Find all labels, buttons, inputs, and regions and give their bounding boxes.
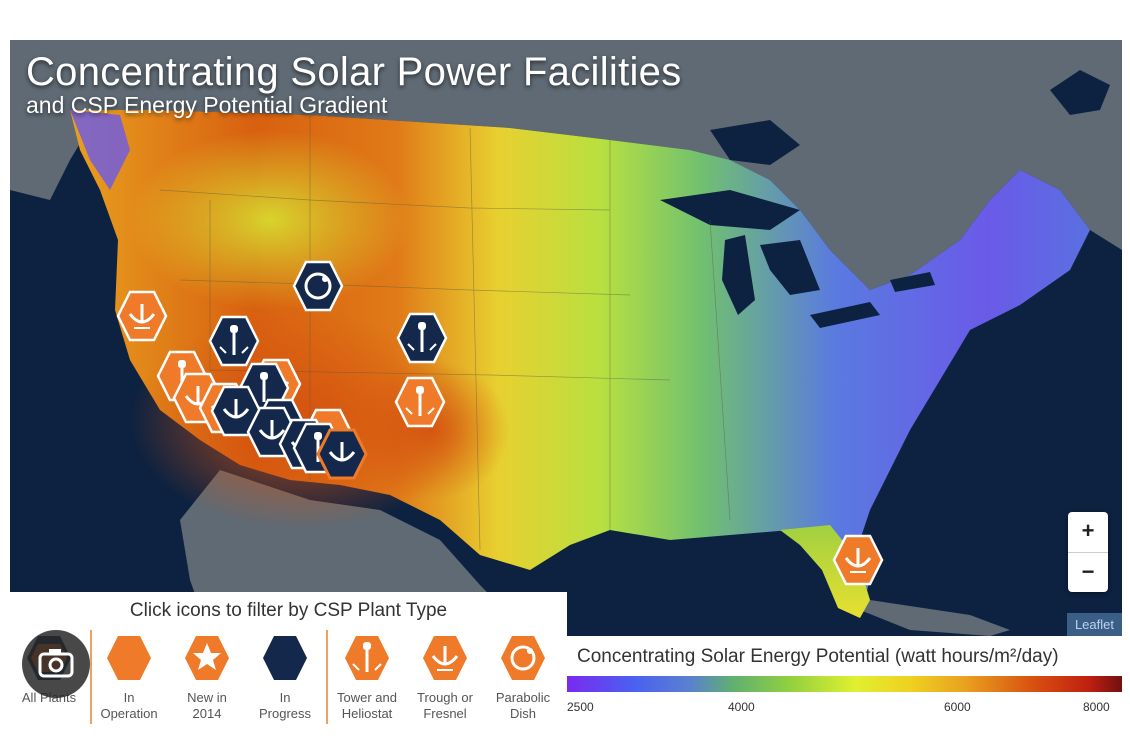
legend-tick: 4000 xyxy=(728,700,755,714)
legend-tick: 6000 xyxy=(944,700,971,714)
filter-label: Operation xyxy=(100,706,158,721)
filter-label: Fresnel xyxy=(423,706,467,721)
map-subtitle: and CSP Energy Potential Gradient xyxy=(26,92,388,118)
legend-tick: 2500 xyxy=(567,700,594,714)
filter-label: Trough or xyxy=(417,690,473,705)
zoom-out-button[interactable]: − xyxy=(1081,559,1095,584)
filter-parabolic-dish[interactable]: Parabolic Dish xyxy=(486,634,560,722)
legend-title: Concentrating Solar Energy Potential (wa… xyxy=(577,646,1059,667)
filter-in-operation[interactable]: In Operation xyxy=(92,634,166,722)
leaflet-attribution-link[interactable]: Leaflet xyxy=(1066,613,1122,636)
zoom-in-button[interactable]: + xyxy=(1068,512,1108,553)
filter-label: 2014 xyxy=(192,706,222,721)
map-view[interactable]: Concentrating Solar Power Facilities and… xyxy=(10,40,1122,636)
tower-plant-in-progress-marker[interactable] xyxy=(208,315,260,367)
filter-label: In xyxy=(279,690,291,705)
legend-color-scale xyxy=(567,676,1122,692)
filter-label: Progress xyxy=(258,706,312,721)
tower-plant-in-operation-marker[interactable] xyxy=(394,376,446,428)
filter-label: New in xyxy=(187,690,227,705)
filter-label: Dish xyxy=(509,706,536,721)
camera-overlay-icon xyxy=(22,630,90,698)
filter-label: In xyxy=(123,690,135,705)
map-title: Concentrating Solar Power Facilities xyxy=(26,50,682,94)
tower-plant-in-progress-marker[interactable] xyxy=(396,312,448,364)
filter-label: Heliostat xyxy=(341,706,393,721)
trough-plant-in-progress-marker[interactable] xyxy=(316,428,368,480)
filter-tower-and-heliostat[interactable]: Tower and Heliostat xyxy=(330,634,404,722)
filter-new-in-2014[interactable]: New in 2014 xyxy=(170,634,244,722)
trough-plant-in-operation-marker[interactable] xyxy=(116,290,168,342)
filter-label: Parabolic xyxy=(495,690,551,705)
filter-divider xyxy=(90,630,92,724)
trough-plant-in-operation-marker[interactable] xyxy=(832,534,884,586)
filter-panel: Click icons to filter by CSP Plant Type … xyxy=(10,592,567,740)
new-star-icon xyxy=(185,636,229,680)
in-progress-icon xyxy=(263,636,307,680)
trough-plant-in-progress-marker[interactable] xyxy=(210,385,262,437)
filter-divider xyxy=(326,630,328,724)
trough-icon xyxy=(423,636,467,680)
dish-plant-in-progress-marker[interactable] xyxy=(292,260,344,312)
tower-icon xyxy=(345,636,389,680)
filter-label: Tower and xyxy=(337,690,397,705)
filter-trough-or-fresnel[interactable]: Trough or Fresnel xyxy=(408,634,482,722)
dish-icon xyxy=(501,636,545,680)
zoom-control: + − xyxy=(1068,512,1108,592)
filter-panel-title: Click icons to filter by CSP Plant Type xyxy=(129,600,448,621)
map-basemap xyxy=(10,40,1122,636)
filter-in-progress[interactable]: In Progress xyxy=(248,634,322,722)
legend-tick: 8000 xyxy=(1083,700,1110,714)
in-operation-icon xyxy=(107,636,151,680)
